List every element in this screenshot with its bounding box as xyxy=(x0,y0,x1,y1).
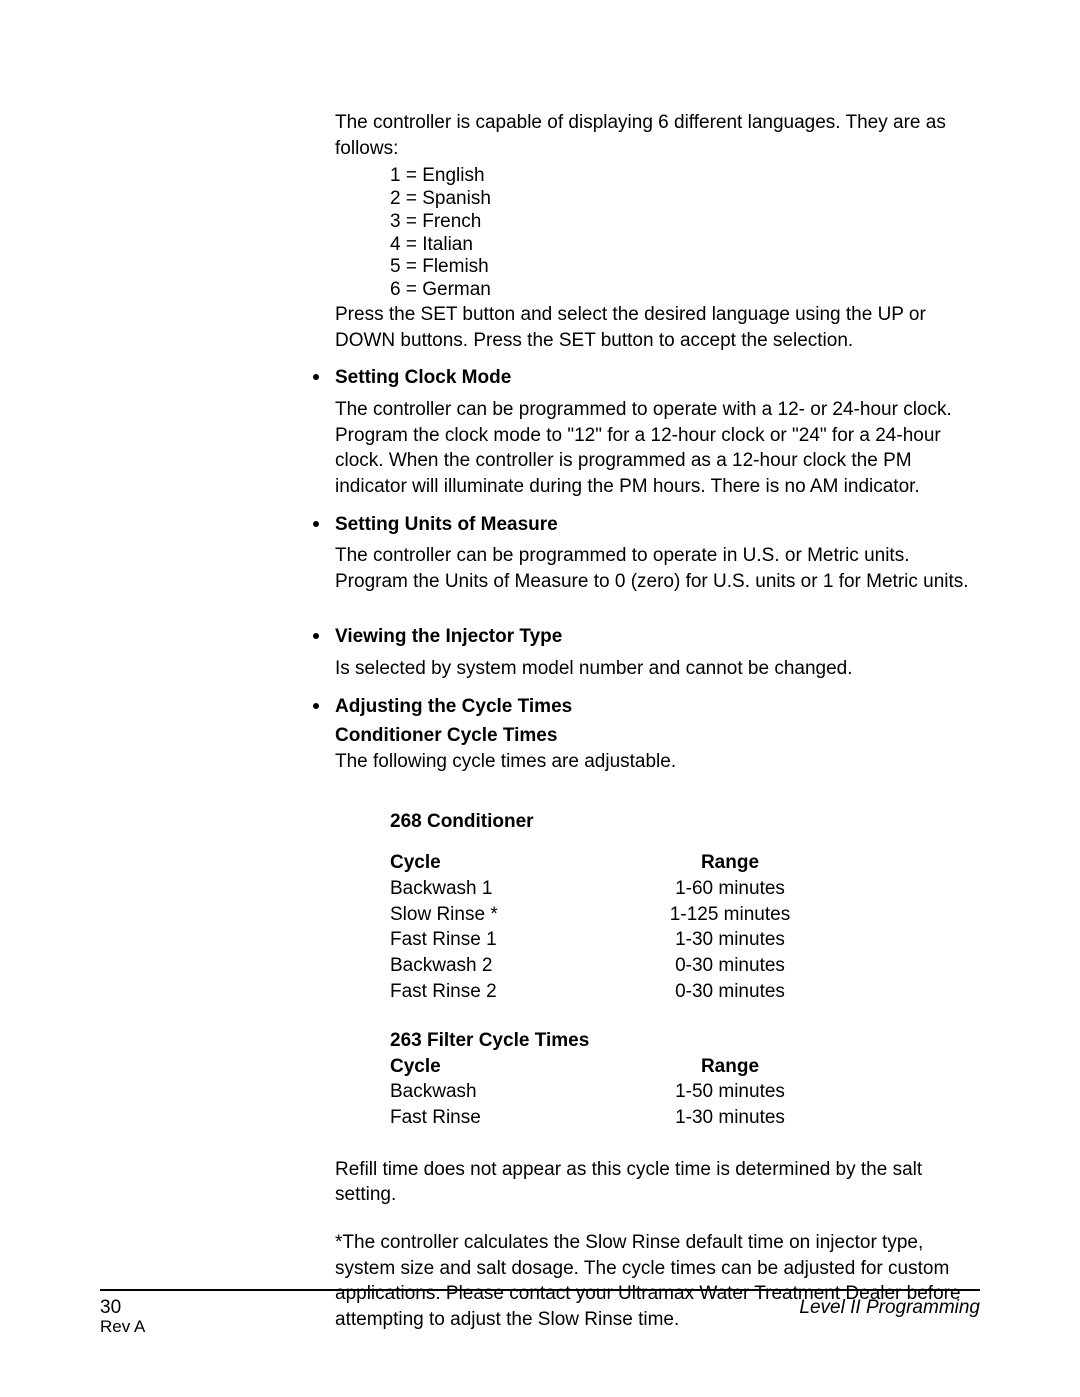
table-header-cycle: Cycle xyxy=(390,1054,630,1080)
cell-range: 1-50 minutes xyxy=(630,1079,830,1105)
cell-cycle: Fast Rinse 1 xyxy=(390,927,630,953)
cell-cycle: Slow Rinse * xyxy=(390,902,630,928)
bullet-icon xyxy=(313,703,319,709)
section-cycle-body: The following cycle times are adjustable… xyxy=(335,749,676,775)
page: The controller is capable of displaying … xyxy=(0,0,1080,1397)
table-row: Backwash 2 0-30 minutes xyxy=(390,953,830,979)
language-list: 1 = English 2 = Spanish 3 = French 4 = I… xyxy=(390,165,980,302)
table-263-filter: 263 Filter Cycle Times Cycle Range Backw… xyxy=(390,1028,830,1131)
bullet-icon xyxy=(313,374,319,380)
language-item: 2 = Spanish xyxy=(390,188,980,211)
table-header: Cycle Range xyxy=(390,850,830,876)
table-header: Cycle Range xyxy=(390,1054,830,1080)
table-row: Fast Rinse 2 0-30 minutes xyxy=(390,979,830,1005)
cell-cycle: Fast Rinse xyxy=(390,1105,630,1131)
table-263-title: 263 Filter Cycle Times xyxy=(390,1028,830,1054)
section-cycle: Adjusting the Cycle Times Conditioner Cy… xyxy=(335,694,980,775)
footer-revision: Rev A xyxy=(100,1317,145,1337)
section-cycle-title: Adjusting the Cycle Times xyxy=(335,694,676,720)
cell-cycle: Fast Rinse 2 xyxy=(390,979,630,1005)
table-header-range: Range xyxy=(630,1054,830,1080)
intro-paragraph-2: Press the SET button and select the desi… xyxy=(335,302,980,353)
language-item: 1 = English xyxy=(390,165,980,188)
section-injector-body: Is selected by system model number and c… xyxy=(335,656,853,682)
section-injector: Viewing the Injector Type Is selected by… xyxy=(335,624,980,681)
table-268-conditioner: 268 Conditioner Cycle Range Backwash 1 1… xyxy=(390,809,830,1004)
table-row: Fast Rinse 1-30 minutes xyxy=(390,1105,830,1131)
table-row: Backwash 1-50 minutes xyxy=(390,1079,830,1105)
main-content: The controller is capable of displaying … xyxy=(335,110,980,1333)
table-row: Fast Rinse 1 1-30 minutes xyxy=(390,927,830,953)
language-item: 4 = Italian xyxy=(390,234,980,257)
cell-range: 1-60 minutes xyxy=(630,876,830,902)
section-units: Setting Units of Measure The controller … xyxy=(335,512,980,595)
closing-paragraph-1: Refill time does not appear as this cycl… xyxy=(335,1157,980,1208)
cell-range: 1-125 minutes xyxy=(630,902,830,928)
section-clock-title: Setting Clock Mode xyxy=(335,365,980,391)
cell-range: 0-30 minutes xyxy=(630,953,830,979)
footer-divider xyxy=(100,1289,980,1291)
bullet-icon xyxy=(313,521,319,527)
section-clock: Setting Clock Mode The controller can be… xyxy=(335,365,980,499)
intro-paragraph-1: The controller is capable of displaying … xyxy=(335,110,980,161)
cell-range: 0-30 minutes xyxy=(630,979,830,1005)
section-injector-title: Viewing the Injector Type xyxy=(335,624,853,650)
section-units-body: The controller can be programmed to oper… xyxy=(335,543,980,594)
section-cycle-subtitle: Conditioner Cycle Times xyxy=(335,723,676,749)
footer-section-title: Level II Programming xyxy=(799,1297,980,1319)
cell-cycle: Backwash 2 xyxy=(390,953,630,979)
cell-cycle: Backwash xyxy=(390,1079,630,1105)
bullet-icon xyxy=(313,633,319,639)
table-header-cycle: Cycle xyxy=(390,850,630,876)
language-item: 3 = French xyxy=(390,211,980,234)
table-header-range: Range xyxy=(630,850,830,876)
cell-cycle: Backwash 1 xyxy=(390,876,630,902)
cell-range: 1-30 minutes xyxy=(630,1105,830,1131)
table-268-title: 268 Conditioner xyxy=(390,809,830,835)
footer: 30 Rev A Level II Programming xyxy=(100,1289,980,1337)
language-item: 6 = German xyxy=(390,279,980,302)
language-item: 5 = Flemish xyxy=(390,256,980,279)
footer-page-number: 30 xyxy=(100,1297,145,1319)
table-row: Slow Rinse * 1-125 minutes xyxy=(390,902,830,928)
table-row: Backwash 1 1-60 minutes xyxy=(390,876,830,902)
cell-range: 1-30 minutes xyxy=(630,927,830,953)
section-units-title: Setting Units of Measure xyxy=(335,512,980,538)
section-clock-body: The controller can be programmed to oper… xyxy=(335,397,980,500)
